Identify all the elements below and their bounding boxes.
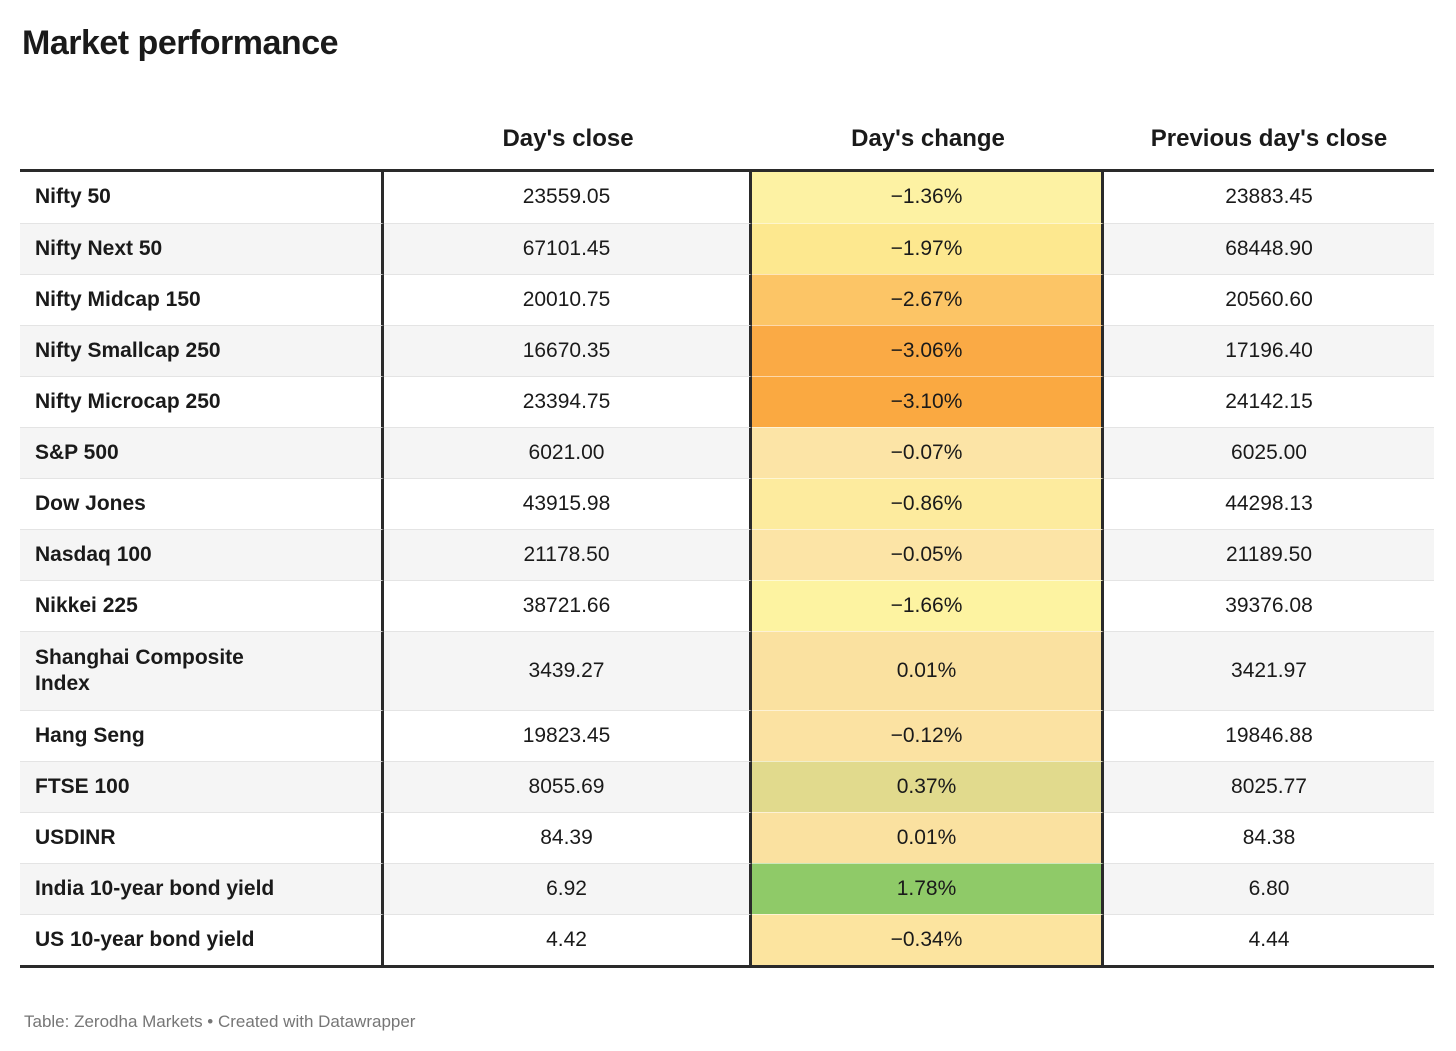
days-change-value: 0.01% (752, 811, 1104, 863)
table-row: Nasdaq 100 21178.50 −0.05% 21189.50 (20, 528, 1434, 580)
previous-close-value: 68448.90 (1104, 222, 1434, 274)
table-row: Dow Jones 43915.98 −0.86% 44298.13 (20, 477, 1434, 529)
previous-close-value: 8025.77 (1104, 760, 1434, 812)
table-row: USDINR 84.39 0.01% 84.38 (20, 811, 1434, 863)
row-label: FTSE 100 (20, 760, 384, 812)
table-row: Nifty Smallcap 250 16670.35 −3.06% 17196… (20, 324, 1434, 376)
previous-close-value: 4.44 (1104, 913, 1434, 965)
previous-close-value: 3421.97 (1104, 630, 1434, 710)
days-close-value: 23394.75 (384, 375, 752, 427)
row-label: Nifty Midcap 150 (20, 273, 384, 325)
previous-close-value: 39376.08 (1104, 579, 1434, 631)
days-change-value: −3.10% (752, 375, 1104, 427)
days-close-value: 84.39 (384, 811, 752, 863)
days-close-value: 43915.98 (384, 477, 752, 529)
row-label: Shanghai Composite Index (20, 630, 384, 710)
days-change-value: −0.12% (752, 709, 1104, 761)
days-close-value: 19823.45 (384, 709, 752, 761)
table-row: US 10-year bond yield 4.42 −0.34% 4.44 (20, 913, 1434, 965)
row-label: Nifty 50 (20, 171, 384, 223)
col-header-days-change: Day's change (851, 125, 1005, 153)
row-label: Nasdaq 100 (20, 528, 384, 580)
previous-close-value: 84.38 (1104, 811, 1434, 863)
previous-close-value: 17196.40 (1104, 324, 1434, 376)
col-header-blank (20, 154, 384, 169)
row-label: Nikkei 225 (20, 579, 384, 631)
days-change-value: −1.36% (752, 171, 1104, 223)
previous-close-value: 24142.15 (1104, 375, 1434, 427)
row-label: Dow Jones (20, 477, 384, 529)
days-change-value: −0.05% (752, 528, 1104, 580)
table-row: Nikkei 225 38721.66 −1.66% 39376.08 (20, 579, 1434, 631)
market-performance-table: Nifty 50 23559.05 −1.36% 23883.45 Nifty … (20, 168, 1434, 968)
table-header: Day's close Day's change Previous day's … (20, 125, 1434, 169)
days-change-value: −2.67% (752, 273, 1104, 325)
table-row: Nifty Microcap 250 23394.75 −3.10% 24142… (20, 375, 1434, 427)
days-close-value: 20010.75 (384, 273, 752, 325)
days-change-value: −1.97% (752, 222, 1104, 274)
days-close-value: 21178.50 (384, 528, 752, 580)
days-change-value: −0.07% (752, 426, 1104, 478)
table-row: India 10-year bond yield 6.92 1.78% 6.80 (20, 862, 1434, 914)
row-label: Nifty Microcap 250 (20, 375, 384, 427)
days-change-value: 0.37% (752, 760, 1104, 812)
days-change-value: −1.66% (752, 579, 1104, 631)
days-close-value: 6021.00 (384, 426, 752, 478)
row-label: S&P 500 (20, 426, 384, 478)
previous-close-value: 20560.60 (1104, 273, 1434, 325)
table-footer: Table: Zerodha Markets • Created with Da… (24, 1011, 416, 1031)
page-title: Market performance (22, 24, 339, 62)
days-close-value: 4.42 (384, 913, 752, 965)
previous-close-value: 23883.45 (1225, 185, 1313, 209)
table-row: Hang Seng 19823.45 −0.12% 19846.88 (20, 709, 1434, 761)
row-label: Nifty Smallcap 250 (20, 324, 384, 376)
row-label: US 10-year bond yield (20, 913, 384, 965)
table-row: Nifty Midcap 150 20010.75 −2.67% 20560.6… (20, 273, 1434, 325)
row-label: India 10-year bond yield (20, 862, 384, 914)
days-change-value: −0.34% (752, 913, 1104, 965)
days-change-value: −0.86% (752, 477, 1104, 529)
table-row: Shanghai Composite Index 3439.27 0.01% 3… (20, 630, 1434, 710)
days-close-value: 67101.45 (384, 222, 752, 274)
row-label: Nifty Next 50 (20, 222, 384, 274)
table-row: Nifty Next 50 67101.45 −1.97% 68448.90 (20, 222, 1434, 274)
previous-close-value: 19846.88 (1104, 709, 1434, 761)
days-change-value: 1.78% (752, 862, 1104, 914)
previous-close-value: 44298.13 (1104, 477, 1434, 529)
row-label: USDINR (20, 811, 384, 863)
col-header-previous-days-close: Previous day's close (1150, 125, 1388, 153)
table-row: FTSE 100 8055.69 0.37% 8025.77 (20, 760, 1434, 812)
row-label: Hang Seng (20, 709, 384, 761)
days-close-value: 3439.27 (384, 630, 752, 710)
days-change-value: −3.06% (752, 324, 1104, 376)
previous-close-value: 6.80 (1104, 862, 1434, 914)
col-header-days-close: Day's close (502, 125, 634, 153)
days-change-value: 0.01% (752, 630, 1104, 710)
previous-close-value: 6025.00 (1104, 426, 1434, 478)
days-close-value: 23559.05 (384, 171, 752, 223)
days-close-value: 16670.35 (384, 324, 752, 376)
days-close-value: 6.92 (384, 862, 752, 914)
table-row: Nifty 50 23559.05 −1.36% 23883.45 (20, 171, 1434, 223)
previous-close-value: 21189.50 (1104, 528, 1434, 580)
days-close-value: 38721.66 (384, 579, 752, 631)
table-row: S&P 500 6021.00 −0.07% 6025.00 (20, 426, 1434, 478)
days-close-value: 8055.69 (384, 760, 752, 812)
